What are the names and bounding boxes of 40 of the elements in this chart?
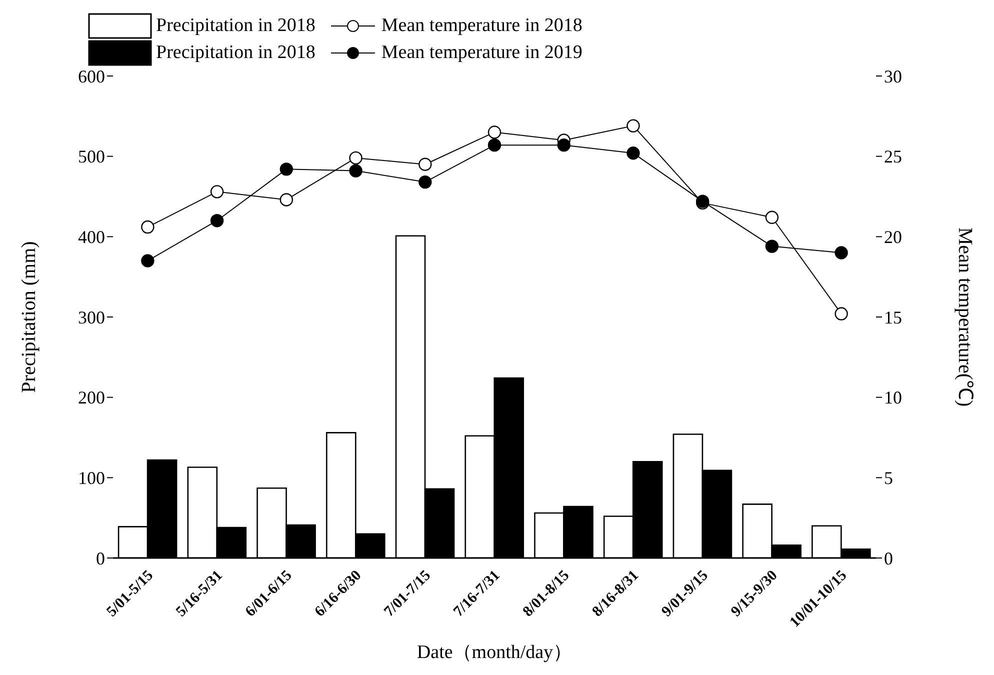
point (488, 126, 502, 139)
y2-tick-label: 0 (884, 548, 893, 568)
point (765, 210, 779, 224)
point (765, 240, 779, 253)
point (280, 162, 294, 176)
legend-label: Precipitation in 2018 (156, 42, 316, 64)
y-tick-label: 400 (78, 227, 105, 248)
y-tick-label: 300 (78, 307, 105, 328)
point (210, 214, 224, 228)
y-tick-label: 500 (78, 146, 105, 167)
point (626, 146, 640, 160)
legend-label: Mean temperature in 2018 (381, 14, 582, 36)
y-axis-title: Precipitation (mm) (18, 241, 40, 393)
y2-tick-label: 10 (884, 388, 902, 408)
point (557, 138, 570, 152)
y2-axis-title: Mean temperature(℃) (954, 227, 976, 407)
legend-label: Precipitation in 2018 (156, 14, 316, 36)
point (349, 151, 362, 165)
point (488, 138, 502, 152)
point (418, 175, 432, 189)
y2-tick-label: 30 (884, 66, 902, 86)
point (210, 185, 224, 198)
point (418, 158, 432, 171)
legend-label: Mean temperature in 2019 (381, 42, 582, 64)
point (349, 164, 362, 178)
y2-tick-label: 25 (884, 146, 902, 167)
y-tick-label: 600 (78, 66, 105, 86)
point (141, 254, 154, 268)
point (834, 307, 848, 320)
y-tick-label: 0 (96, 548, 105, 568)
y-tick-label: 100 (78, 468, 105, 488)
y-tick-label: 200 (78, 388, 105, 408)
y2-tick-label: 15 (884, 307, 902, 328)
point (834, 246, 848, 260)
point (626, 119, 640, 132)
point (280, 193, 294, 206)
y2-tick-label: 5 (884, 468, 893, 488)
y2-tick-label: 20 (884, 227, 902, 248)
point (141, 220, 154, 234)
x-axis-title: Date（month/day） (416, 642, 572, 663)
